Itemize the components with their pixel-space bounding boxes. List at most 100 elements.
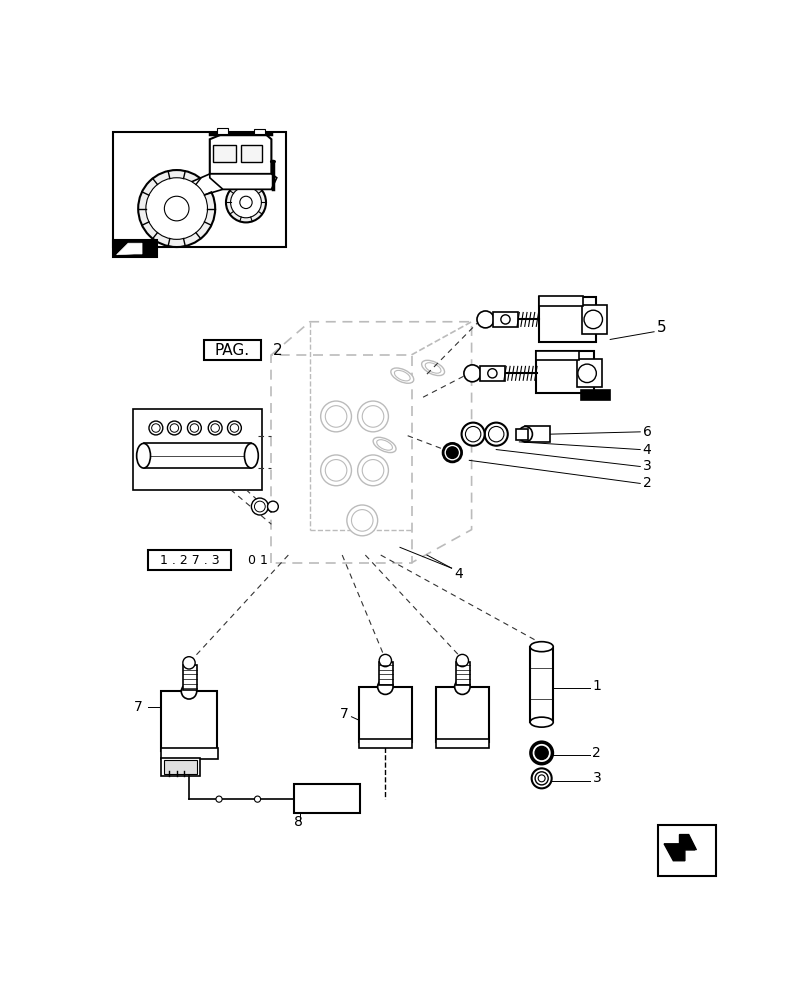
Circle shape	[239, 196, 252, 209]
Ellipse shape	[211, 424, 219, 432]
Text: 1 . 2 7 . 3: 1 . 2 7 . 3	[160, 554, 219, 567]
Ellipse shape	[216, 796, 222, 802]
Bar	[161, 748, 218, 759]
Ellipse shape	[251, 498, 268, 515]
Bar	[204, 340, 261, 360]
Bar	[379, 662, 393, 685]
Ellipse shape	[190, 424, 199, 432]
Ellipse shape	[463, 365, 480, 382]
Bar	[161, 758, 200, 776]
Ellipse shape	[531, 768, 551, 788]
Bar	[294, 784, 359, 813]
Bar	[456, 662, 470, 685]
Ellipse shape	[425, 363, 440, 373]
Ellipse shape	[530, 717, 552, 727]
Ellipse shape	[267, 501, 278, 512]
Bar	[212, 145, 236, 162]
Ellipse shape	[320, 455, 351, 486]
Polygon shape	[209, 134, 271, 174]
Bar	[530, 647, 552, 722]
Ellipse shape	[170, 424, 178, 432]
Bar	[133, 409, 262, 490]
Ellipse shape	[254, 796, 260, 802]
Text: 2: 2	[642, 476, 650, 490]
Polygon shape	[192, 174, 271, 199]
Bar	[525, 426, 550, 442]
Ellipse shape	[362, 460, 384, 481]
Text: 7: 7	[134, 700, 143, 714]
Bar	[182, 665, 196, 690]
Bar	[538, 296, 582, 306]
Ellipse shape	[476, 311, 493, 328]
Ellipse shape	[357, 401, 388, 432]
Ellipse shape	[254, 501, 265, 512]
Ellipse shape	[167, 421, 181, 435]
Ellipse shape	[208, 421, 222, 435]
Text: 3: 3	[642, 460, 650, 474]
Ellipse shape	[443, 443, 461, 462]
Ellipse shape	[461, 423, 484, 446]
Ellipse shape	[446, 447, 457, 458]
Ellipse shape	[487, 369, 496, 378]
Ellipse shape	[390, 368, 414, 383]
Ellipse shape	[357, 455, 388, 486]
Text: 7: 7	[339, 707, 348, 721]
Bar	[240, 145, 262, 162]
Ellipse shape	[227, 421, 241, 435]
Text: 4: 4	[453, 567, 462, 581]
Ellipse shape	[394, 370, 410, 381]
Bar	[144, 443, 251, 468]
Ellipse shape	[362, 406, 384, 427]
Bar	[254, 129, 265, 134]
Ellipse shape	[300, 796, 307, 802]
Text: 1: 1	[592, 679, 601, 693]
Ellipse shape	[465, 426, 480, 442]
Bar	[535, 351, 594, 393]
Ellipse shape	[530, 742, 551, 764]
Ellipse shape	[379, 654, 391, 667]
Ellipse shape	[148, 421, 163, 435]
Ellipse shape	[421, 360, 444, 376]
Bar	[580, 390, 609, 400]
Bar	[516, 429, 527, 440]
Bar	[113, 132, 285, 247]
Ellipse shape	[270, 160, 275, 163]
Ellipse shape	[500, 315, 509, 324]
Ellipse shape	[373, 437, 396, 453]
Bar	[436, 739, 488, 748]
Bar	[577, 359, 601, 387]
Circle shape	[138, 170, 215, 247]
Ellipse shape	[187, 421, 201, 435]
Bar	[657, 825, 715, 876]
Circle shape	[146, 178, 208, 239]
Bar	[358, 739, 411, 748]
Ellipse shape	[230, 424, 238, 432]
Text: 5: 5	[655, 320, 665, 335]
Bar	[358, 687, 411, 742]
Ellipse shape	[534, 772, 547, 785]
Text: PAG.: PAG.	[214, 343, 249, 358]
Bar	[217, 128, 228, 134]
Text: 2: 2	[272, 343, 282, 358]
Bar	[148, 550, 231, 570]
Circle shape	[230, 187, 261, 218]
Bar	[538, 297, 595, 342]
Ellipse shape	[136, 443, 150, 468]
Bar	[113, 240, 157, 257]
Text: 6: 6	[642, 425, 650, 439]
Ellipse shape	[377, 679, 393, 694]
Ellipse shape	[518, 426, 532, 442]
Ellipse shape	[376, 440, 392, 450]
Ellipse shape	[181, 684, 196, 699]
Circle shape	[164, 196, 189, 221]
Bar	[581, 305, 607, 334]
Ellipse shape	[325, 460, 346, 481]
Polygon shape	[679, 835, 696, 850]
Ellipse shape	[346, 505, 377, 536]
Polygon shape	[663, 835, 694, 861]
Ellipse shape	[244, 443, 258, 468]
Bar	[436, 687, 488, 742]
Ellipse shape	[583, 310, 602, 329]
Ellipse shape	[456, 654, 468, 667]
Ellipse shape	[325, 406, 346, 427]
